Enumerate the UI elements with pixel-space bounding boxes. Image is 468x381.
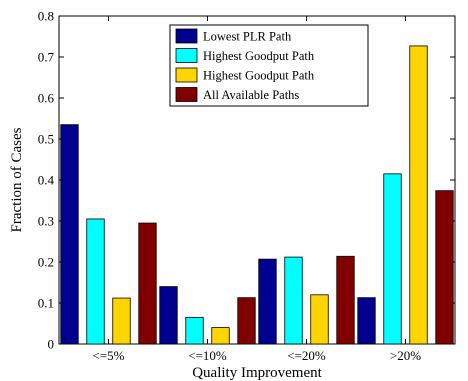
x-axis: <=5% <=10% <=20% >20% — [93, 16, 421, 363]
x-axis-title: Quality Improvement — [192, 365, 322, 381]
bar-s2-c0 — [112, 297, 131, 345]
bar-s2-c1 — [211, 327, 230, 345]
bar-s0-c0 — [60, 124, 79, 345]
legend-swatch-1 — [175, 48, 198, 63]
legend-label-3: All Available Paths — [203, 88, 299, 102]
legend-label-2: Highest Goodput Path — [203, 69, 315, 83]
y-tick-label-5: 0.5 — [38, 132, 54, 147]
bar-s3-c1 — [237, 297, 256, 345]
legend-swatch-3 — [175, 87, 198, 102]
bar-s2-c2 — [310, 294, 329, 345]
legend: Lowest PLR Path Highest Goodput Path Highe… — [169, 24, 369, 107]
y-tick-label-2: 0.2 — [38, 255, 54, 270]
bar-s1-c3 — [383, 173, 402, 345]
bar-s1-c2 — [284, 256, 303, 345]
bar-s3-c0 — [138, 222, 157, 345]
x-tick-label-1: <=10% — [188, 348, 227, 363]
bar-s1-c0 — [86, 218, 105, 345]
bar-s3-c3 — [435, 190, 454, 345]
y-tick-label-4: 0.4 — [38, 173, 55, 188]
y-axis-title: Fraction of Cases — [9, 127, 25, 232]
bar-s0-c3 — [357, 297, 376, 345]
y-tick-label-3: 0.3 — [38, 214, 54, 229]
bar-s0-c2 — [258, 258, 277, 345]
bar-s2-c3 — [409, 45, 428, 345]
x-tick-label-3: >20% — [390, 348, 421, 363]
y-tick-label-8: 0.8 — [38, 9, 54, 24]
bar-s0-c1 — [159, 286, 178, 345]
legend-swatch-2 — [175, 67, 198, 83]
legend-label-1: Highest Goodput Path — [203, 49, 315, 63]
legend-label-0: Lowest PLR Path — [203, 30, 292, 44]
bar-s1-c1 — [185, 316, 204, 345]
y-tick-label-7: 0.7 — [38, 50, 55, 65]
legend-box — [169, 24, 369, 107]
y-tick-label-6: 0.6 — [38, 91, 55, 106]
x-tick-label-0: <=5% — [93, 348, 125, 363]
bars — [60, 45, 454, 345]
y-tick-label-0: 0 — [48, 337, 55, 352]
bar-s3-c2 — [336, 255, 355, 345]
legend-swatch-0 — [175, 28, 198, 44]
x-tick-label-2: <=20% — [287, 348, 326, 363]
y-tick-label-1: 0.1 — [38, 296, 54, 311]
y-axis: 0 0.1 0.2 0.3 0.4 0.5 0.6 0.7 0.8 — [38, 9, 455, 352]
